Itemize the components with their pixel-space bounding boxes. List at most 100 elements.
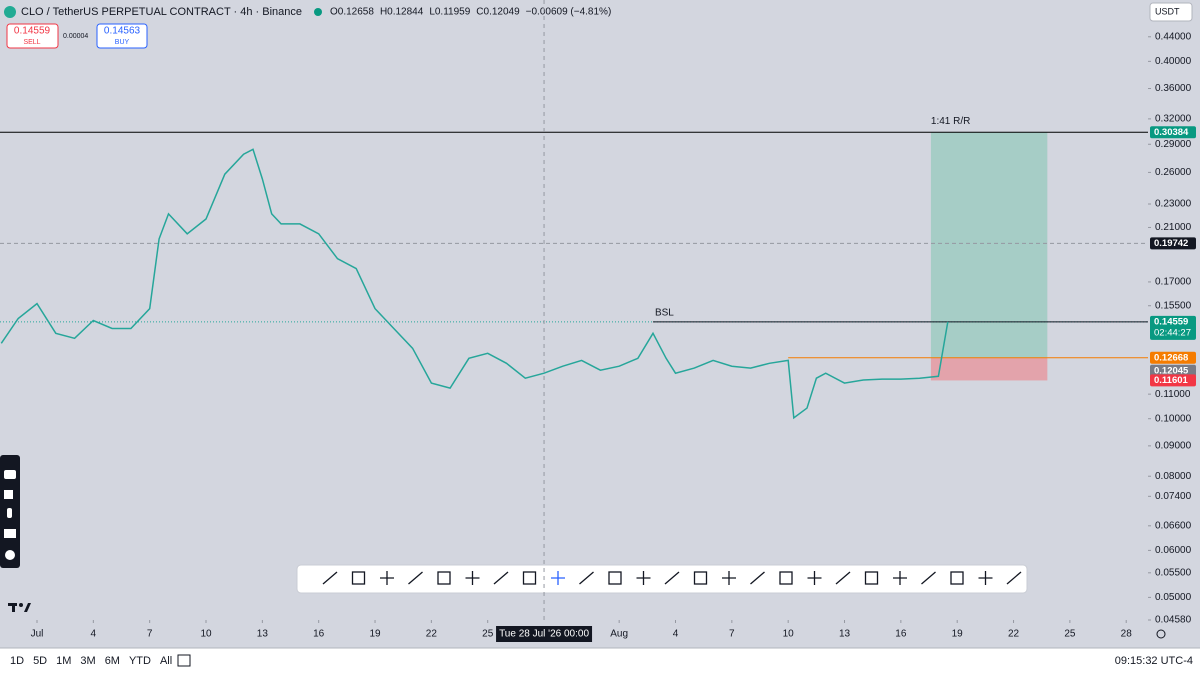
tool-icon[interactable] (864, 571, 879, 585)
price-label-bg (1150, 374, 1196, 387)
x-tick-label: 13 (257, 629, 269, 640)
y-tick-label: 0.10000 (1155, 413, 1192, 424)
logo-part (24, 603, 31, 612)
tool-icon[interactable] (921, 571, 936, 585)
ohlc-value: O0.12658 (330, 7, 374, 18)
date-range-icon[interactable] (177, 654, 191, 667)
tool-icon[interactable] (893, 571, 907, 585)
window-icon[interactable] (4, 529, 16, 538)
price-label-bg (1150, 315, 1196, 340)
x-tick-label: 7 (147, 629, 153, 640)
bsl-label: BSL (655, 308, 674, 319)
logo (8, 603, 31, 612)
y-tick-label: 0.11000 (1155, 389, 1191, 400)
ohlc: O0.12658 H0.12844 L0.11959 C0.12049 −0.00609… (330, 7, 611, 18)
price-label-bg (1150, 126, 1196, 139)
market-status (314, 8, 322, 16)
tool-icon[interactable] (408, 571, 423, 585)
tool-icon[interactable] (1006, 571, 1022, 585)
currency-button[interactable] (1149, 2, 1193, 22)
range-button[interactable]: 3M (80, 655, 95, 667)
bottom-bar (0, 648, 1200, 675)
ohlc-value: H0.12844 (380, 7, 424, 18)
tool-icon[interactable] (322, 571, 338, 585)
x-tick-label: 13 (839, 629, 851, 640)
tool-icon[interactable] (722, 571, 736, 585)
x-tick-label: Aug (610, 629, 628, 640)
range-button[interactable]: 5D (33, 655, 47, 667)
x-tick-label: 16 (895, 629, 907, 640)
tool-icon[interactable] (493, 571, 509, 585)
tool-icon[interactable] (779, 571, 793, 585)
x-tick-label: 25 (1064, 629, 1076, 640)
ohlc-value: L0.11959 (429, 7, 470, 18)
tool-icon[interactable] (978, 571, 993, 585)
tool-icon[interactable] (664, 571, 680, 585)
range-button[interactable]: 1M (56, 655, 71, 667)
buy-button[interactable] (96, 23, 148, 49)
y-tick-label: 0.06000 (1155, 545, 1192, 556)
x-tick-label: 16 (313, 629, 325, 640)
tool-icon[interactable] (693, 571, 708, 585)
y-tick-label: 0.04580 (1155, 615, 1192, 626)
x-tick-label: 7 (729, 629, 735, 640)
range-button[interactable]: 6M (105, 655, 120, 667)
sell-button[interactable] (6, 23, 59, 49)
y-tick-label: 0.17000 (1155, 277, 1192, 288)
tool-icon[interactable] (835, 571, 851, 585)
y-tick-label: 0.05000 (1155, 592, 1192, 603)
tool-icon[interactable] (380, 571, 394, 585)
drawing-tools (322, 571, 1022, 585)
tool-icon[interactable] (522, 571, 537, 585)
tool-icon[interactable] (950, 571, 964, 585)
sell-price[interactable]: 0.14559 (14, 26, 51, 37)
tool-icon[interactable] (437, 571, 451, 585)
x-tick-label: 10 (200, 629, 212, 640)
spread: 0.00004 (63, 33, 88, 40)
risk-reward-label: 1:41 R/R (931, 116, 970, 127)
y-tick-label: 0.44000 (1155, 31, 1192, 42)
tool-icon[interactable] (608, 571, 622, 585)
crosshair-label: Tue 28 Jul '26 00:00 (499, 629, 589, 640)
y-tick-label: 0.29000 (1155, 139, 1192, 150)
x-tick-label: 10 (783, 629, 795, 640)
buy-price[interactable]: 0.14563 (104, 26, 141, 37)
x-tick-label: 22 (426, 629, 438, 640)
settings-icon[interactable] (1156, 629, 1166, 639)
sell-label[interactable]: SELL (23, 39, 40, 46)
tool-icon[interactable] (351, 571, 366, 585)
x-tick-label: 4 (673, 629, 679, 640)
logo-part (12, 603, 15, 612)
y-tick-label: 0.15500 (1155, 300, 1192, 311)
tool-icon[interactable] (750, 571, 765, 585)
drawing-toolbar (296, 564, 1028, 594)
video-icon[interactable] (4, 490, 13, 499)
price-label: 0.11601 (1154, 375, 1189, 386)
y-tick-label: 0.06600 (1155, 520, 1192, 531)
ohlc-value: −0.00609 (−4.81%) (526, 7, 612, 18)
y-tick-label: 0.05500 (1155, 567, 1192, 578)
price-label-bg (1150, 364, 1196, 377)
tool-icon[interactable] (551, 571, 565, 585)
tool-icon[interactable] (807, 571, 822, 585)
tool-icon[interactable] (636, 571, 651, 585)
currency[interactable]: USDT (1155, 6, 1180, 16)
y-tick-label: 0.26000 (1155, 167, 1192, 178)
price-label-bg (1150, 237, 1196, 250)
x-tick-label: 19 (952, 629, 964, 640)
range-buttons: 1D 5D 1M 3M 6M YTD All (10, 655, 172, 667)
tool-icon[interactable] (579, 571, 594, 585)
loss-zone (930, 357, 1048, 381)
mic-icon[interactable] (7, 508, 12, 518)
tool-icon[interactable] (465, 571, 480, 585)
buy-label[interactable]: BUY (115, 39, 130, 46)
price-label: 0.14559 (1154, 316, 1188, 327)
range-button[interactable]: YTD (129, 655, 151, 667)
price-label-bg (1150, 351, 1196, 364)
price-line (0, 148, 949, 420)
camera-icon[interactable] (4, 470, 16, 479)
range-button[interactable]: All (160, 655, 172, 667)
settings-icon[interactable] (5, 550, 15, 560)
profit-zone (930, 132, 1048, 358)
range-button[interactable]: 1D (10, 655, 24, 667)
